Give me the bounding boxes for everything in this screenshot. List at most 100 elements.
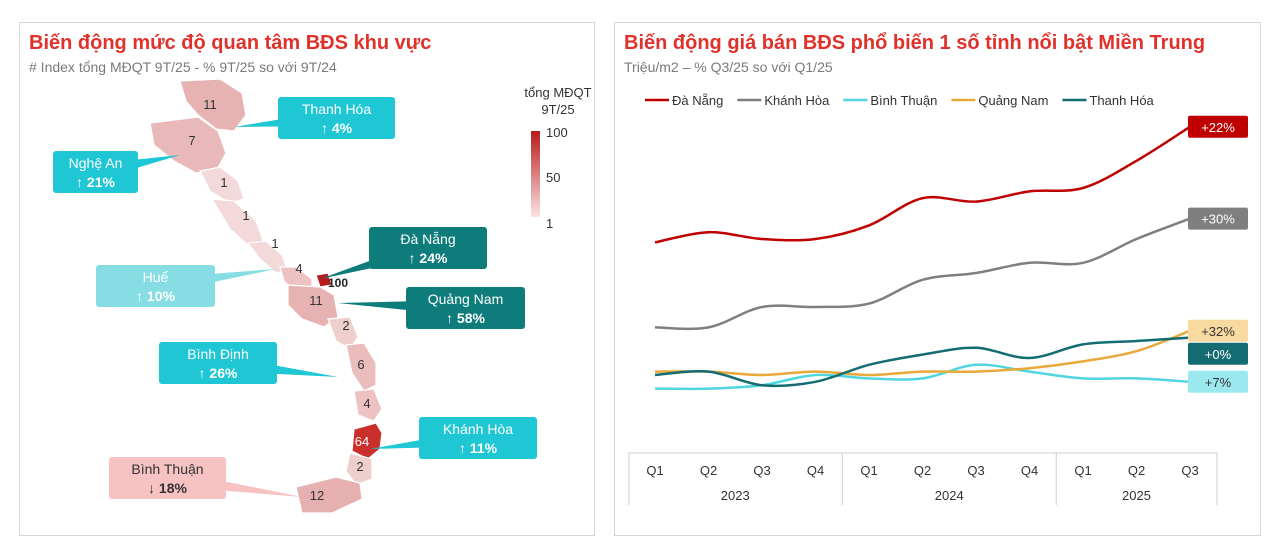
province-callouts: Thanh Hóa ↑ 4% Nghệ An ↑ 21% Đà Nẵng ↑ 24% Huế… bbox=[53, 97, 537, 499]
callout-box bbox=[159, 342, 277, 384]
price-chart-panel: Biến động giá bán BĐS phổ biến 1 số tỉnh… bbox=[614, 22, 1261, 536]
end-label-value: +0% bbox=[1205, 347, 1232, 362]
map-subtitle: # Index tổng MĐQT 9T/25 - % 9T/25 so với… bbox=[29, 59, 337, 75]
end-label-box bbox=[1188, 115, 1248, 138]
x-tick-label: Q3 bbox=[967, 463, 984, 478]
legend-series-name: Đà Nẵng bbox=[672, 93, 723, 108]
legend-series-name: Quảng Nam bbox=[978, 93, 1048, 108]
chart-subtitle: Triệu/m2 – % Q3/25 so với Q1/25 bbox=[624, 59, 833, 75]
callout-province-name: Quảng Nam bbox=[428, 291, 503, 307]
series-line bbox=[654, 329, 1191, 377]
legend-tick-mid: 50 bbox=[546, 170, 560, 185]
end-label-box bbox=[1188, 207, 1248, 230]
callout-change-value: ↑ 58% bbox=[446, 310, 485, 326]
callout-province-name: Khánh Hòa bbox=[443, 421, 513, 437]
province-value-label: 1 bbox=[220, 175, 227, 190]
chart-legend: Đà Nẵng Khánh Hòa Bình Thuận Quảng Nam Thanh… bbox=[645, 93, 1155, 108]
chart-end-labels: +22% +30% +32% +0% +7% bbox=[1188, 115, 1248, 393]
province-shape bbox=[345, 452, 373, 486]
callout-province-name: Huế bbox=[143, 269, 169, 285]
price-line-chart: Đà Nẵng Khánh Hòa Bình Thuận Quảng Nam Thanh… bbox=[628, 93, 1248, 505]
callout-change-value: ↓ 18% bbox=[148, 480, 187, 496]
callout-change-value: ↑ 11% bbox=[459, 440, 498, 456]
province-value-label: 12 bbox=[310, 488, 324, 503]
series-line bbox=[654, 363, 1191, 391]
series-line bbox=[654, 217, 1191, 331]
callout-box bbox=[369, 227, 487, 269]
legend-title-line2: 9T/25 bbox=[541, 102, 574, 117]
province-value-label: 6 bbox=[357, 357, 364, 372]
province-shape bbox=[210, 198, 265, 248]
x-year-label: 2023 bbox=[721, 488, 750, 503]
end-label-box bbox=[1188, 342, 1248, 365]
province-value-label: 64 bbox=[355, 434, 369, 449]
end-label-value: +32% bbox=[1201, 324, 1235, 339]
callout-province-name: Bình Định bbox=[187, 346, 248, 362]
end-label-value: +30% bbox=[1201, 212, 1235, 227]
x-tick-label: Q4 bbox=[1021, 463, 1038, 478]
callout-change-value: ↑ 24% bbox=[409, 250, 448, 266]
x-tick-label: Q2 bbox=[700, 463, 717, 478]
province-shape bbox=[327, 316, 359, 350]
province-shape bbox=[345, 342, 377, 392]
end-label-value: +7% bbox=[1205, 375, 1232, 390]
callout-box bbox=[109, 457, 226, 499]
province-value-label: 2 bbox=[356, 459, 363, 474]
callout-box bbox=[96, 265, 215, 307]
province-value-label: 4 bbox=[295, 261, 302, 276]
province-value-label: 1 bbox=[271, 236, 278, 251]
legend-series-name: Bình Thuận bbox=[870, 93, 937, 108]
x-tick-label: Q2 bbox=[1128, 463, 1145, 478]
province-shape bbox=[353, 388, 383, 422]
legend-series-name: Thanh Hóa bbox=[1089, 93, 1154, 108]
province-value-label: 100 bbox=[328, 276, 348, 290]
callout-change-value: ↑ 10% bbox=[136, 288, 175, 304]
province-shape bbox=[179, 78, 247, 132]
callout-change-value: ↑ 4% bbox=[321, 120, 353, 136]
callout-change-value: ↑ 26% bbox=[199, 365, 238, 381]
x-tick-label: Q4 bbox=[807, 463, 824, 478]
callout-province-name: Đà Nẵng bbox=[400, 231, 455, 247]
province-value-label: 11 bbox=[309, 293, 323, 308]
chart-series bbox=[654, 125, 1191, 391]
x-year-label: 2025 bbox=[1122, 488, 1151, 503]
legend-color-bar bbox=[531, 131, 540, 217]
legend-title-line1: tổng MĐQT bbox=[524, 85, 591, 100]
callout-province-name: Bình Thuận bbox=[131, 461, 203, 477]
province-value-label: 7 bbox=[188, 133, 195, 148]
end-label-box bbox=[1188, 370, 1248, 393]
callout-box bbox=[406, 287, 525, 329]
series-line bbox=[654, 125, 1191, 244]
end-label-box bbox=[1188, 319, 1248, 342]
interest-map-panel: Biến động mức độ quan tâm BĐS khu vực # … bbox=[19, 22, 595, 536]
province-value-label: 11 bbox=[203, 97, 217, 112]
province-shape bbox=[199, 166, 245, 204]
legend-series-name: Khánh Hòa bbox=[764, 93, 830, 108]
end-label-value: +22% bbox=[1201, 120, 1235, 135]
x-tick-label: Q3 bbox=[1181, 463, 1198, 478]
callout-province-name: Nghệ An bbox=[69, 155, 123, 171]
province-value-label: 4 bbox=[363, 396, 370, 411]
callout-province-name: Thanh Hóa bbox=[302, 101, 371, 117]
callout-box bbox=[53, 151, 138, 193]
callout-box bbox=[419, 417, 537, 459]
x-tick-label: Q3 bbox=[753, 463, 770, 478]
callout-change-value: ↑ 21% bbox=[76, 174, 115, 190]
province-shape bbox=[351, 422, 383, 460]
vietnam-map: tổng MĐQT 9T/25 100 50 1 117111410011264… bbox=[53, 78, 592, 514]
x-tick-label: Q2 bbox=[914, 463, 931, 478]
x-tick-label: Q1 bbox=[860, 463, 877, 478]
x-tick-label: Q1 bbox=[1074, 463, 1091, 478]
province-value-label: 2 bbox=[342, 318, 349, 333]
x-year-label: 2024 bbox=[935, 488, 964, 503]
province-value-label: 1 bbox=[242, 208, 249, 223]
chart-title: Biến động giá bán BĐS phổ biến 1 số tỉnh… bbox=[624, 32, 1206, 54]
legend-tick-min: 1 bbox=[546, 216, 553, 231]
map-title: Biến động mức độ quan tâm BĐS khu vực bbox=[29, 32, 432, 54]
x-tick-label: Q1 bbox=[646, 463, 663, 478]
color-legend: tổng MĐQT 9T/25 100 50 1 bbox=[524, 85, 591, 231]
series-line bbox=[654, 336, 1191, 388]
legend-tick-max: 100 bbox=[546, 125, 568, 140]
